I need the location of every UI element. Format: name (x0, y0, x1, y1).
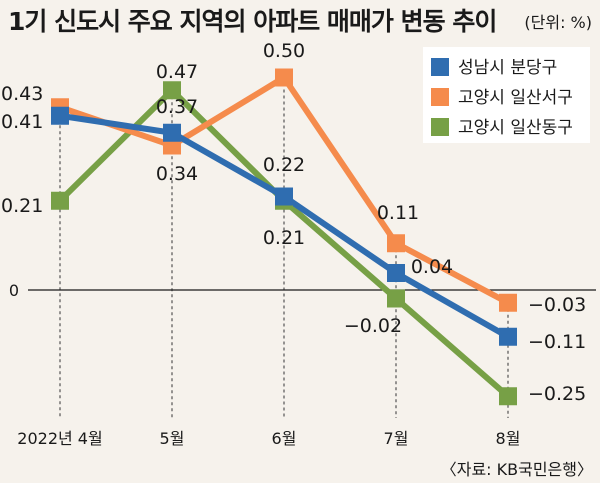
data-label: 0.50 (263, 40, 305, 62)
zero-tick-label: 0 (9, 281, 19, 300)
data-point (51, 106, 69, 125)
x-tick-label: 5월 (160, 429, 185, 448)
data-point (51, 191, 69, 210)
x-tick-label: 6월 (272, 429, 297, 448)
data-point (275, 187, 293, 206)
data-point (499, 293, 517, 312)
data-label: 0.34 (156, 163, 198, 185)
data-label: 0.41 (1, 111, 43, 133)
data-label: −0.02 (344, 315, 402, 337)
x-tick-label: 8월 (496, 429, 521, 448)
data-label: −0.03 (528, 294, 586, 316)
data-point (499, 387, 517, 406)
legend-swatch (431, 118, 449, 136)
legend-label: 고양시 일산동구 (458, 118, 573, 138)
chart-title: 1기 신도시 주요 지역의 아파트 매매가 변동 추이 (8, 7, 496, 36)
data-label: 0.37 (156, 96, 198, 118)
data-point (163, 123, 181, 142)
x-tick-label: 7월 (384, 429, 409, 448)
data-point (499, 327, 517, 346)
legend-label: 성남시 분당구 (458, 58, 557, 78)
data-label: −0.25 (528, 383, 586, 405)
data-point (275, 68, 293, 87)
legend-swatch (431, 88, 449, 106)
data-label: 0.43 (1, 83, 43, 105)
data-label: 0.21 (263, 227, 305, 249)
legend-swatch (431, 58, 449, 76)
data-label: 0.04 (411, 256, 453, 278)
data-point (387, 234, 405, 253)
data-label: 0.21 (1, 195, 43, 217)
data-label: −0.11 (528, 331, 586, 353)
legend-label: 고양시 일산서구 (458, 88, 573, 108)
unit-label: (단위: %) (524, 13, 592, 32)
source-note: 〈자료: KB국민은행〉 (441, 460, 593, 479)
data-point (387, 264, 405, 282)
data-label: 0.47 (156, 61, 198, 83)
x-tick-label: 2022년 4월 (17, 429, 102, 448)
legend-box (423, 47, 590, 143)
data-point (387, 289, 405, 308)
data-label: 0.11 (377, 202, 419, 224)
data-point (163, 81, 181, 100)
data-label: 0.22 (263, 154, 305, 176)
